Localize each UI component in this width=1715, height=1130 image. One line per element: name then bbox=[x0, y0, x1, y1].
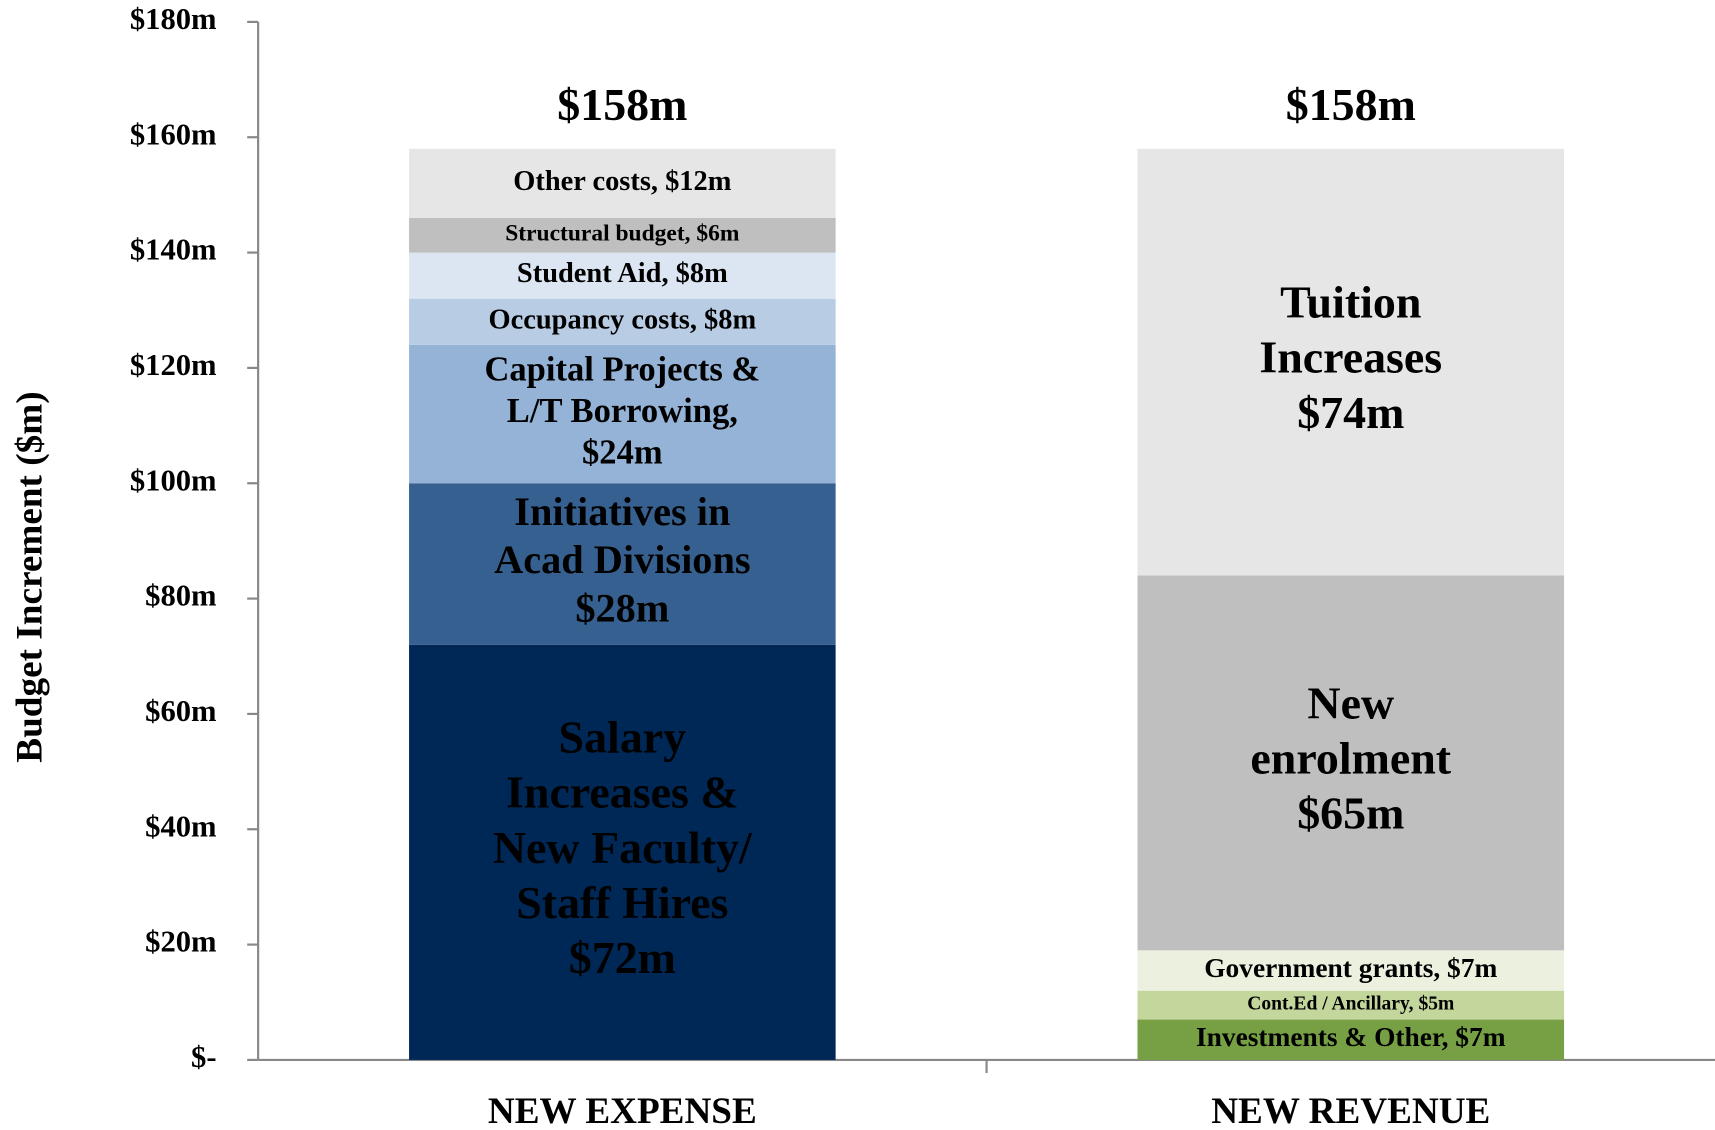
segment-label: $24m bbox=[582, 433, 663, 471]
segment-label: Structural budget, $6m bbox=[505, 221, 740, 247]
y-axis-label: Budget Increment ($m) bbox=[9, 391, 50, 762]
y-tick-label: $60m bbox=[145, 694, 216, 728]
segment-label: Increases bbox=[1259, 332, 1442, 383]
y-tick-label: $20m bbox=[145, 925, 216, 959]
segment-label: $74m bbox=[1297, 387, 1404, 438]
segment-label: New Faculty/ bbox=[493, 822, 753, 873]
segment-label: Increases & bbox=[506, 767, 739, 818]
bar-segment bbox=[1137, 575, 1565, 951]
bar-segment bbox=[409, 217, 836, 253]
y-tick-label: $80m bbox=[145, 579, 216, 613]
x-tick-label: NEW EXPENSE bbox=[488, 1091, 757, 1130]
segment-label: Staff Hires bbox=[516, 877, 728, 928]
segment-label: Acad Divisions bbox=[494, 537, 750, 582]
y-tick-label: $160m bbox=[130, 117, 217, 151]
bar-segment bbox=[1137, 950, 1565, 991]
x-tick-label: NEW REVENUE bbox=[1211, 1091, 1490, 1130]
segment-label: L/T Borrowing, bbox=[507, 392, 738, 430]
bar-segment bbox=[1137, 990, 1565, 1020]
bar-segment bbox=[409, 483, 836, 645]
segment-label: $72m bbox=[569, 932, 676, 983]
segment-label: Government grants, $7m bbox=[1204, 953, 1497, 983]
bar-segment bbox=[1137, 148, 1565, 576]
segment-label: Investments & Other, $7m bbox=[1196, 1022, 1506, 1052]
y-tick-label: $120m bbox=[130, 348, 217, 382]
segment-label: enrolment bbox=[1250, 732, 1451, 783]
y-tick-label: $40m bbox=[145, 809, 216, 843]
segment-label: Student Aid, $8m bbox=[517, 258, 728, 289]
bar-segment bbox=[409, 298, 836, 345]
bar-segment bbox=[409, 644, 836, 1060]
segment-label: $65m bbox=[1297, 788, 1404, 839]
segment-label: Occupancy costs, $8m bbox=[489, 304, 757, 335]
segment-label: Salary bbox=[559, 711, 687, 762]
bar-segment bbox=[409, 344, 836, 484]
segment-label: New bbox=[1307, 677, 1394, 728]
y-tick-label: $100m bbox=[130, 463, 217, 497]
y-tick-label: $140m bbox=[130, 233, 217, 267]
bar-segment bbox=[1137, 1019, 1565, 1060]
bar-segment bbox=[409, 148, 836, 218]
segment-label: Initiatives in bbox=[514, 489, 730, 534]
segment-label: Cont.Ed / Ancillary, $5m bbox=[1247, 994, 1454, 1015]
bar-segment bbox=[409, 252, 836, 299]
y-tick-label: $- bbox=[191, 1040, 217, 1074]
y-tick-label: $180m bbox=[130, 2, 217, 36]
total-label: $158m bbox=[1286, 79, 1416, 130]
segment-label: $28m bbox=[575, 586, 669, 631]
segment-label: Capital Projects & bbox=[484, 350, 760, 388]
total-label: $158m bbox=[557, 79, 687, 130]
segment-label: Other costs, $12m bbox=[513, 166, 731, 197]
segment-label: Tuition bbox=[1280, 276, 1421, 327]
